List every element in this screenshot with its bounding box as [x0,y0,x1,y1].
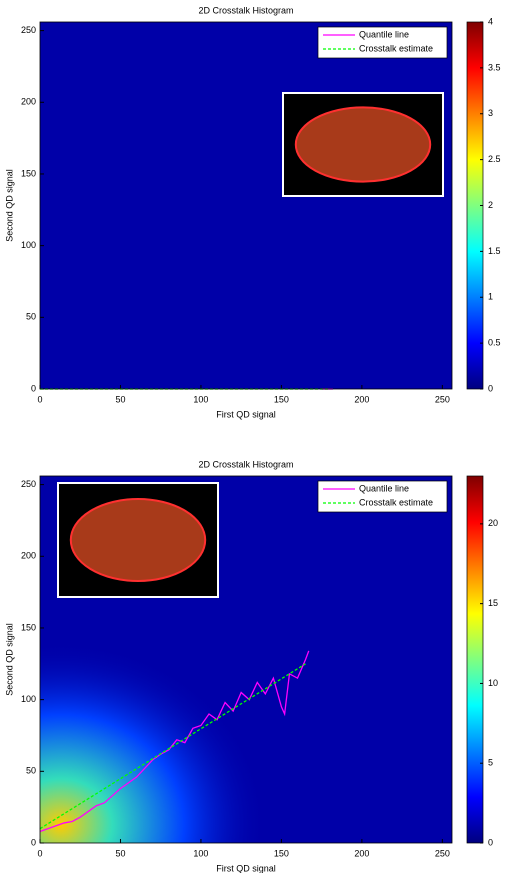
x-axis-label: First QD signal [216,863,276,873]
x-tick-label: 100 [193,394,208,404]
colorbar-tick-label: 2.5 [488,154,501,164]
y-tick-label: 50 [26,312,36,322]
y-tick-label: 50 [26,766,36,776]
y-tick-label: 200 [21,551,36,561]
y-tick-label: 150 [21,622,36,632]
colorbar-tick-label: 1 [488,292,493,302]
x-tick-label: 250 [435,394,450,404]
y-tick-label: 150 [21,168,36,178]
legend-label: Quantile line [359,483,409,493]
colorbar-tick-label: 3 [488,108,493,118]
x-tick-label: 150 [274,848,289,858]
y-tick-label: 250 [21,25,36,35]
legend-box [317,26,448,59]
colorbar-tick-label: 4 [488,16,493,26]
y-tick-label: 0 [31,383,36,393]
colorbar-tick-label: 2 [488,200,493,210]
colorbar [466,475,484,844]
colorbar-tick-label: 20 [488,518,498,528]
colorbar-tick-label: 3.5 [488,62,501,72]
colorbar-tick-label: 10 [488,678,498,688]
y-axis-label: Second QD signal [4,169,14,242]
plot-area [40,22,452,389]
x-tick-label: 0 [37,848,42,858]
colorbar-tick-label: 0.5 [488,338,501,348]
x-tick-label: 100 [193,848,208,858]
x-tick-label: 200 [354,848,369,858]
y-tick-label: 100 [21,694,36,704]
legend-label: Quantile line [359,29,409,39]
inset-tissue [294,106,432,183]
x-tick-label: 50 [115,394,125,404]
y-axis-label: Second QD signal [4,623,14,696]
y-tick-label: 250 [21,479,36,489]
x-axis-label: First QD signal [216,409,276,419]
y-tick-label: 0 [31,837,36,847]
inset-tissue [69,497,207,583]
legend-label: Crosstalk estimate [359,43,433,53]
colorbar-tick-label: 5 [488,758,493,768]
colorbar-tick-label: 15 [488,598,498,608]
x-tick-label: 50 [115,848,125,858]
x-tick-label: 200 [354,394,369,404]
colorbar-tick-label: 0 [488,837,493,847]
chart-title: 2D Crosstalk Histogram [198,5,293,15]
series-line [39,663,306,830]
colorbar-tick-label: 0 [488,383,493,393]
chart-title: 2D Crosstalk Histogram [198,459,293,469]
legend-label: Crosstalk estimate [359,497,433,507]
x-tick-label: 150 [274,394,289,404]
y-tick-label: 200 [21,97,36,107]
legend-box [317,480,448,513]
plot-frame [39,21,453,390]
colorbar-tick-label: 1.5 [488,246,501,256]
x-tick-label: 0 [37,394,42,404]
x-tick-label: 250 [435,848,450,858]
y-tick-label: 100 [21,240,36,250]
plot-frame [39,475,453,844]
